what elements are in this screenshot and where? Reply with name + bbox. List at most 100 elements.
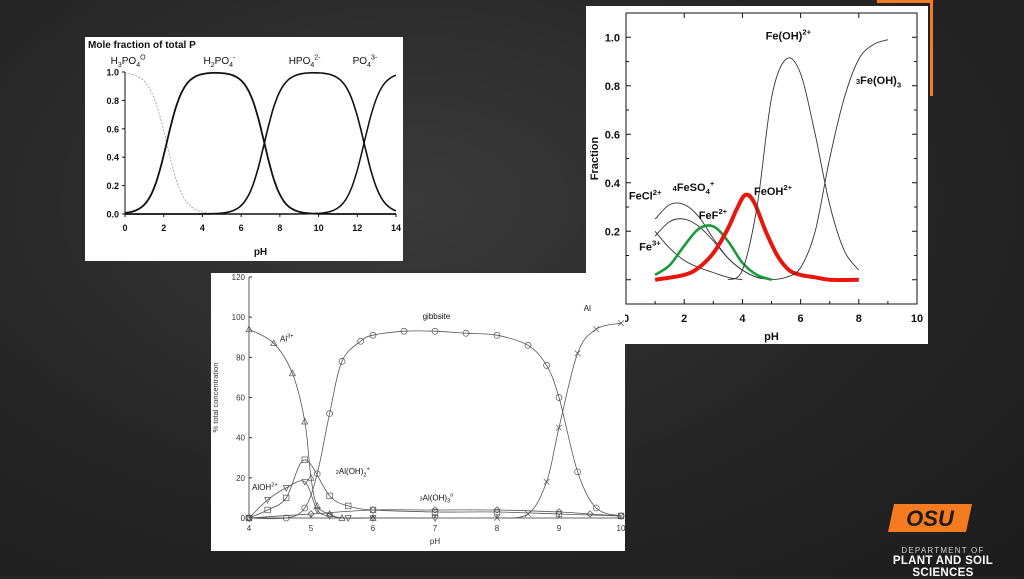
- marker-circle: [462, 329, 470, 337]
- marker-square: [345, 502, 352, 510]
- marker-cross: [543, 478, 550, 485]
- aluminum-chart-panel: 0 20 40 60 80 100 120 4 5 6 7 8 9 10 pH % total concent…: [211, 273, 625, 551]
- y-tick-label: 0.4: [605, 178, 621, 190]
- x-tick-label: 12: [352, 223, 362, 233]
- series-line-2: [248, 480, 435, 519]
- label-fef: FeF2+: [699, 207, 728, 222]
- marker-square: [326, 492, 333, 500]
- marker-triangle: [245, 325, 253, 332]
- marker-triangle-down: [369, 515, 377, 522]
- label-al4: Al: [584, 304, 591, 313]
- label-feoh3: 3Fe(OH)3: [856, 75, 901, 89]
- marker-square: [555, 510, 563, 518]
- x-tick-label: 4: [247, 524, 252, 533]
- x-tick-label: 9: [557, 524, 562, 533]
- x-tick-label: 10: [617, 524, 625, 533]
- series-line-3: [654, 224, 772, 282]
- x-axis-label: pH: [430, 537, 440, 546]
- marker-circle: [592, 504, 600, 512]
- marker-triangle-down: [301, 479, 309, 486]
- marker-triangle: [301, 417, 309, 425]
- series-line-1: [124, 71, 396, 215]
- label-gibbsite: gibbsite: [423, 312, 451, 321]
- marker-circle: [431, 327, 439, 335]
- marker-circle: [400, 327, 408, 335]
- logo-text: OSU: [906, 506, 955, 531]
- series-line-4: [654, 192, 859, 282]
- x-tick-label: 14: [391, 223, 401, 233]
- marker-circle: [493, 331, 501, 339]
- label-feoh2: Fe(OH)2+: [766, 28, 812, 43]
- marker-diamond: [307, 510, 315, 518]
- x-tick-label: 4: [739, 313, 746, 325]
- marker-cross: [574, 350, 581, 357]
- x-tick-label: 10: [314, 223, 324, 233]
- y-tick-label: 0.6: [106, 124, 119, 134]
- y-tick-label: 0.0: [106, 210, 119, 220]
- y-tick-label: 120: [232, 273, 246, 282]
- y-tick-label: 20: [236, 474, 245, 483]
- species-label-3: PO43-: [353, 55, 378, 70]
- y-tick-label: 60: [236, 394, 245, 403]
- marker-cross: [617, 320, 625, 327]
- series-line-3: [248, 459, 622, 519]
- label-fe3: Fe3+: [639, 239, 661, 254]
- x-tick-label: 0: [623, 313, 629, 325]
- marker-diamond: [431, 506, 439, 514]
- iron-speciation-chart: 0.00.20.40.60.81.00246810pHFractionFe3+F…: [589, 12, 923, 343]
- marker-circle: [357, 337, 364, 345]
- marker-cross: [524, 510, 532, 518]
- marker-circle: [574, 468, 581, 476]
- y-tick-label: 0.8: [106, 96, 119, 106]
- label-aloh2: 2Al(OH)2+: [336, 467, 370, 479]
- marker-cross: [493, 514, 501, 522]
- marker-diamond: [586, 510, 594, 518]
- marker-triangle: [270, 339, 278, 347]
- series-line-2: [654, 218, 772, 281]
- y-axis-label: % total concentration: [211, 362, 220, 432]
- x-tick-label: 8: [277, 223, 282, 233]
- marker-circle: [524, 341, 532, 349]
- marker-cross: [593, 326, 600, 333]
- chart-title: Mole fraction of total P: [88, 40, 196, 51]
- series-line-1: [248, 330, 622, 520]
- species-label-0: H3PO4O: [111, 55, 147, 70]
- department-signature: DEPARTMENT OF PLANT AND SOIL SCIENCES: [868, 546, 1018, 579]
- y-tick-label: 0.8: [605, 81, 620, 93]
- marker-circle: [282, 514, 290, 522]
- series-line-3: [125, 74, 397, 215]
- marker-triangle-down: [313, 507, 321, 514]
- marker-triangle-down: [344, 515, 352, 522]
- label-al3: Al3+: [280, 334, 294, 344]
- marker-triangle-down: [282, 485, 290, 492]
- x-tick-label: 0: [122, 223, 127, 233]
- marker-triangle: [307, 473, 315, 481]
- y-tick-label: 0: [241, 514, 246, 523]
- marker-triangle-down: [326, 513, 334, 520]
- series-line-0: [654, 231, 743, 281]
- marker-square: [431, 508, 439, 516]
- y-tick-label: 40: [236, 434, 245, 443]
- label-feoh: FeOH2+: [754, 183, 793, 198]
- x-axis-label: pH: [254, 247, 267, 258]
- osu-logo: OSU: [888, 498, 978, 538]
- y-tick-label: 0.2: [106, 181, 119, 191]
- marker-diamond: [245, 514, 253, 522]
- marker-circle: [326, 410, 333, 417]
- x-axis-label: pH: [764, 331, 779, 343]
- y-tick-label: 100: [232, 313, 246, 322]
- x-tick-label: 6: [371, 524, 376, 533]
- y-tick-label: 0.2: [605, 226, 620, 238]
- series-line-5: [496, 322, 622, 519]
- y-axis-label: Fraction: [589, 137, 601, 181]
- x-tick-label: 6: [239, 223, 244, 233]
- y-tick-label: 1.0: [605, 32, 620, 44]
- label-aloh3: 3Al(OH)3o: [420, 493, 454, 505]
- series-line-5: [727, 57, 860, 281]
- phosphate-chart-panel: Mole fraction of total P 0.0 0.2 0.4 0.6 0.8 1…: [85, 37, 403, 261]
- marker-cross: [555, 424, 563, 431]
- marker-triangle: [288, 369, 296, 377]
- x-tick-label: 5: [309, 524, 314, 533]
- x-tick-label: 10: [911, 313, 923, 325]
- marker-triangle: [313, 502, 321, 509]
